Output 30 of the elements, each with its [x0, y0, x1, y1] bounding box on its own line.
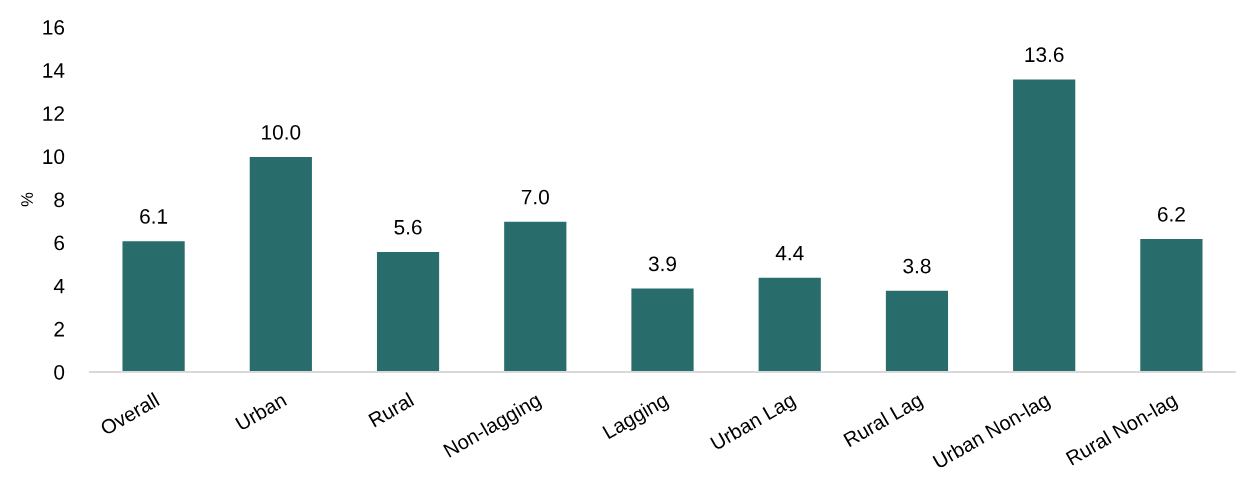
y-tick-label: 2 [54, 321, 64, 337]
bar [248, 155, 314, 372]
y-tick-label: 12 [43, 106, 64, 121]
bar [502, 220, 568, 372]
data-label: 10.0 [262, 124, 301, 140]
data-label: 4.4 [775, 245, 804, 261]
y-tick-label: 16 [43, 19, 65, 35]
bar [629, 287, 696, 372]
data-label: 3.8 [903, 258, 931, 274]
x-tick-label: Urban Lag [709, 392, 798, 454]
x-tick-label: Urban [234, 392, 288, 431]
y-axis-title: % [21, 192, 33, 207]
data-label: 6.2 [1157, 206, 1185, 222]
bar [884, 289, 950, 372]
y-tick-label: 0 [54, 364, 65, 380]
bar [1011, 78, 1077, 372]
data-label: 6.1 [140, 209, 168, 224]
y-tick-label: 14 [43, 63, 65, 78]
data-label: 13.6 [1025, 47, 1064, 63]
data-label: 7.0 [521, 189, 549, 205]
bar [121, 239, 187, 372]
y-tick-label: 6 [54, 235, 65, 251]
y-tick-label: 4 [53, 278, 65, 294]
bar [1138, 237, 1204, 372]
bar [757, 276, 823, 372]
data-label: 3.9 [648, 256, 676, 272]
y-tick-label: 8 [54, 192, 65, 208]
data-label: 5.6 [394, 219, 422, 235]
y-tick-label: 10 [43, 149, 65, 165]
bar [375, 250, 441, 372]
